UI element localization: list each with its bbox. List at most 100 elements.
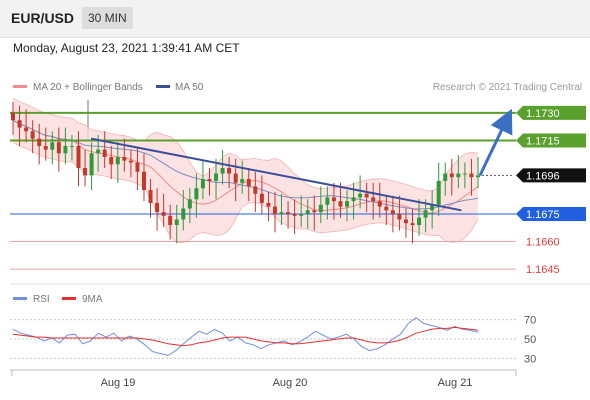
rsi-panel: 70 50 30 [10, 315, 536, 365]
candle-body [410, 223, 415, 226]
legend-label-9ma: 9MA [82, 294, 103, 305]
candle-body [56, 142, 61, 154]
candle-body [351, 197, 356, 202]
candle-body [115, 156, 120, 165]
candle-body [135, 162, 140, 172]
candle-body [253, 186, 258, 194]
candle-body [456, 173, 461, 178]
bollinger-band-area [13, 98, 478, 243]
legend-label-rsi: RSI [33, 294, 50, 305]
candle-body [246, 179, 251, 187]
candle-body [50, 142, 55, 150]
rsi-tick-50: 50 [524, 334, 536, 346]
candle-body [338, 201, 343, 207]
candle-body [102, 149, 107, 157]
legend-swatch-bollinger [13, 85, 27, 88]
bollinger-bands [12, 97, 479, 244]
candle-body [272, 206, 277, 214]
credit-text: Research © 2021 Trading Central [433, 82, 582, 93]
candle-body [76, 145, 81, 169]
candle-body [43, 145, 48, 150]
ma20-line [12, 119, 479, 214]
level-label-1-1730: 1.1730 [526, 108, 560, 120]
ma50-line [12, 119, 479, 210]
candle-body [397, 213, 402, 220]
level-tag-1-1715 [516, 133, 586, 148]
candle-body [89, 153, 94, 176]
level-label-1-1675: 1.1675 [526, 209, 560, 221]
candle-body [417, 217, 422, 226]
candle-body [312, 210, 317, 213]
candle-body [469, 173, 474, 178]
candle-body [141, 171, 146, 191]
x-tick-aug-19: Aug 19 [101, 377, 136, 389]
level-label-1-1660: 1.1660 [526, 237, 560, 249]
candle-body [30, 131, 35, 139]
candle-body [161, 212, 166, 216]
candle-body [194, 188, 199, 200]
x-tick-aug-21: Aug 21 [438, 377, 473, 389]
candle-body [69, 145, 74, 147]
rsi-series-rsi [12, 317, 479, 356]
candle-body [403, 219, 408, 224]
candle-body [155, 202, 160, 213]
top-bar: EUR/USD 30 MIN [0, 0, 590, 38]
candle-body [233, 173, 238, 183]
currency-pair: EUR/USD [11, 10, 75, 26]
legend-swatch-ma50 [156, 85, 170, 88]
candle-body [168, 215, 173, 226]
candle-body [200, 179, 205, 189]
candle-body [331, 197, 336, 202]
candle-body [364, 193, 369, 198]
candle-body [83, 168, 88, 176]
candle-body [436, 180, 441, 205]
candle-body [220, 168, 225, 174]
candle-body [227, 168, 232, 174]
candle-body [181, 208, 186, 220]
candle-body [128, 160, 133, 163]
candle-body [299, 213, 304, 216]
candle-body [345, 201, 350, 207]
level-tag-1-1675 [516, 206, 586, 221]
level-tag-1-1730 [516, 105, 586, 120]
candle-body [24, 127, 29, 132]
candle-body [109, 156, 114, 165]
candle-body [214, 173, 219, 181]
legend-swatch-rsi [13, 297, 27, 300]
level-tag-1-1696 [516, 168, 586, 183]
date-text: Monday, August 23, 2021 1:39:41 AM CET [13, 41, 240, 55]
legend-label-bollinger: MA 20 + Bollinger Bands [33, 82, 143, 93]
candle-body [371, 197, 376, 202]
candle-body [443, 173, 448, 181]
timeframe-button[interactable]: 30 MIN [82, 7, 133, 29]
candle-body [390, 210, 395, 214]
candle-body [377, 201, 382, 207]
level-label-1-1715: 1.1715 [526, 135, 560, 147]
candle-body [358, 193, 363, 198]
candle-body [286, 212, 291, 214]
candle-body [96, 149, 101, 154]
forecast-arrow [478, 108, 513, 177]
price-levels: 1.1730 1.1715 1.1696 1.1675 1.1660 1.1645 [10, 105, 586, 276]
candle-body [207, 179, 212, 181]
candle-body [63, 145, 68, 154]
candle-body [11, 112, 15, 121]
candle-body [430, 204, 435, 211]
candle-body [259, 193, 264, 203]
candle-body [292, 213, 297, 216]
candle-body [37, 138, 42, 146]
legend-swatch-9ma [62, 297, 76, 300]
candle-body [423, 210, 428, 218]
candlesticks [11, 101, 480, 244]
candle-body [476, 175, 480, 178]
rsi-tick-30: 30 [524, 353, 536, 365]
candle-body [122, 156, 127, 161]
candle-body [174, 219, 179, 226]
trendline [90, 137, 462, 212]
candle-body [279, 212, 284, 214]
candle-body [449, 173, 454, 178]
rsi-series-9ma [12, 326, 479, 347]
candle-body [384, 206, 389, 211]
candle-body [187, 199, 192, 209]
